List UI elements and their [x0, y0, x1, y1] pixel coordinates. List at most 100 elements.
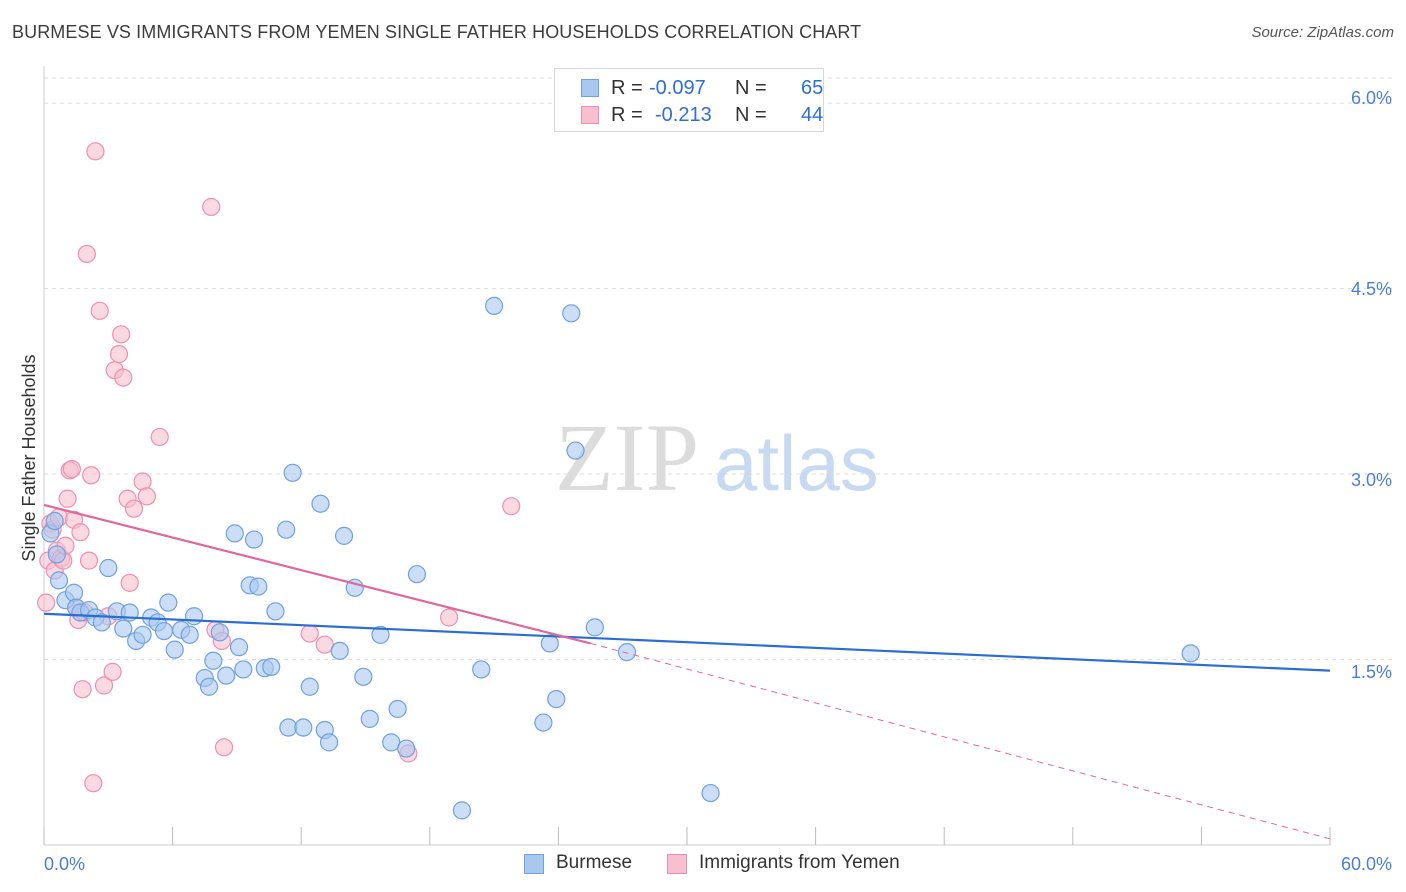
burmese-point-68	[1181, 644, 1200, 663]
burmese-point-2	[47, 545, 66, 564]
legend-n-label: N =	[735, 104, 767, 126]
chart-title: BURMESE VS IMMIGRANTS FROM YEMEN SINGLE …	[12, 22, 862, 42]
burmese-point-24	[184, 607, 204, 626]
yemen-point-12	[62, 460, 81, 479]
burmese-point-1	[45, 511, 64, 531]
y-tick-label-1-5: 1.5%	[1351, 662, 1392, 682]
yemen-point-31	[114, 368, 133, 387]
yemen-point-16	[71, 523, 90, 542]
burmese-point-32	[234, 660, 253, 679]
watermark: ZIP atlas	[555, 404, 879, 511]
burmese-point-38	[266, 602, 285, 621]
burmese-point-54	[388, 699, 407, 719]
burmese-point-50	[354, 667, 373, 686]
yemen-point-41	[214, 738, 234, 757]
yemen-legend-swatch	[667, 854, 687, 874]
burmese-point-29	[217, 666, 236, 685]
burmese-swatch	[581, 79, 599, 97]
y-axis-title: Single Father Households	[19, 354, 39, 561]
burmese-point-30	[225, 524, 244, 543]
burmese-point-59	[485, 296, 504, 315]
burmese-trend-line	[43, 612, 1331, 672]
yemen-point-19	[77, 244, 96, 264]
x-tick-label-min: 0.0%	[44, 854, 85, 874]
burmese-point-19	[154, 621, 174, 641]
burmese-point-10	[92, 613, 111, 632]
yemen-point-36	[137, 487, 156, 506]
series-burmese	[41, 296, 1200, 820]
burmese-legend-swatch	[524, 854, 544, 874]
legend-r-value-yemen: -0.213	[655, 104, 712, 126]
yemen-point-25	[94, 676, 114, 695]
burmese-point-26	[199, 677, 219, 696]
yemen-point-24	[90, 301, 109, 320]
yemen-point-46	[502, 497, 521, 516]
burmese-point-20	[159, 593, 178, 612]
burmese-point-57	[452, 801, 472, 820]
yemen-point-27	[103, 662, 122, 681]
tick-labels: 0.0% 60.0% 1.5% 3.0% 4.5% 6.0%	[44, 88, 1392, 874]
stats-legend: R = -0.097 N = 65 R = -0.213 N = 44	[554, 68, 824, 132]
yemen-legend-label: Immigrants from Yemen	[699, 852, 900, 873]
burmese-point-23	[180, 625, 199, 644]
burmese-point-58	[472, 660, 491, 679]
burmese-point-62	[547, 689, 566, 709]
yemen-point-23	[86, 142, 105, 161]
yemen-point-21	[82, 466, 101, 485]
legend-n-value-burmese: 65	[801, 77, 824, 99]
burmese-point-21	[165, 640, 184, 659]
legend-r-label: R =	[611, 104, 643, 126]
burmese-point-16	[133, 625, 152, 644]
yemen-point-29	[109, 345, 129, 364]
gridlines	[44, 77, 1392, 661]
yemen-point-30	[112, 325, 131, 344]
burmese-point-51	[360, 709, 379, 728]
yemen-point-22	[84, 774, 103, 793]
watermark-atlas: atlas	[714, 419, 879, 507]
burmese-point-11	[99, 558, 118, 578]
trend-lines	[43, 503, 1331, 840]
yemen-point-45	[439, 608, 459, 627]
burmese-point-56	[407, 565, 427, 584]
burmese-point-52	[371, 625, 390, 644]
yemen-point-37	[150, 427, 169, 447]
yemen-trend-line	[43, 503, 591, 645]
burmese-point-65	[585, 618, 604, 637]
burmese-point-3	[49, 571, 69, 590]
burmese-point-63	[562, 304, 581, 323]
legend-r-value-burmese: -0.097	[649, 77, 706, 99]
burmese-point-35	[249, 577, 268, 596]
burmese-point-47	[330, 641, 349, 660]
burmese-point-61	[540, 634, 559, 653]
burmese-point-43	[300, 677, 319, 696]
burmese-point-66	[617, 643, 637, 662]
burmese-point-34	[244, 530, 264, 549]
burmese-legend-label: Burmese	[556, 852, 633, 873]
burmese-point-27	[204, 651, 223, 670]
legend-r-label: R =	[611, 77, 643, 99]
burmese-point-37	[262, 657, 281, 677]
burmese-point-13	[114, 619, 133, 638]
burmese-point-5	[64, 583, 84, 602]
burmese-point-39	[277, 520, 296, 539]
burmese-point-42	[294, 718, 313, 737]
yemen-point-38	[202, 197, 221, 217]
yemen-point-20	[79, 551, 99, 570]
burmese-point-48	[334, 526, 354, 545]
x-tick-label-max: 60.0%	[1341, 854, 1392, 874]
burmese-point-28	[210, 623, 229, 642]
burmese-point-31	[229, 638, 249, 657]
yemen-point-33	[120, 573, 139, 592]
yemen-swatch	[581, 106, 599, 124]
y-tick-label-6-0: 6.0%	[1351, 88, 1392, 108]
burmese-point-67	[701, 783, 720, 803]
burmese-point-41	[283, 463, 302, 482]
yemen-point-34	[124, 499, 144, 518]
burmese-point-64	[566, 441, 585, 460]
axes	[43, 66, 1331, 846]
legend-n-label: N =	[735, 77, 767, 99]
yemen-point-17	[73, 680, 92, 699]
burmese-point-46	[319, 733, 339, 752]
burmese-point-44	[311, 494, 330, 513]
